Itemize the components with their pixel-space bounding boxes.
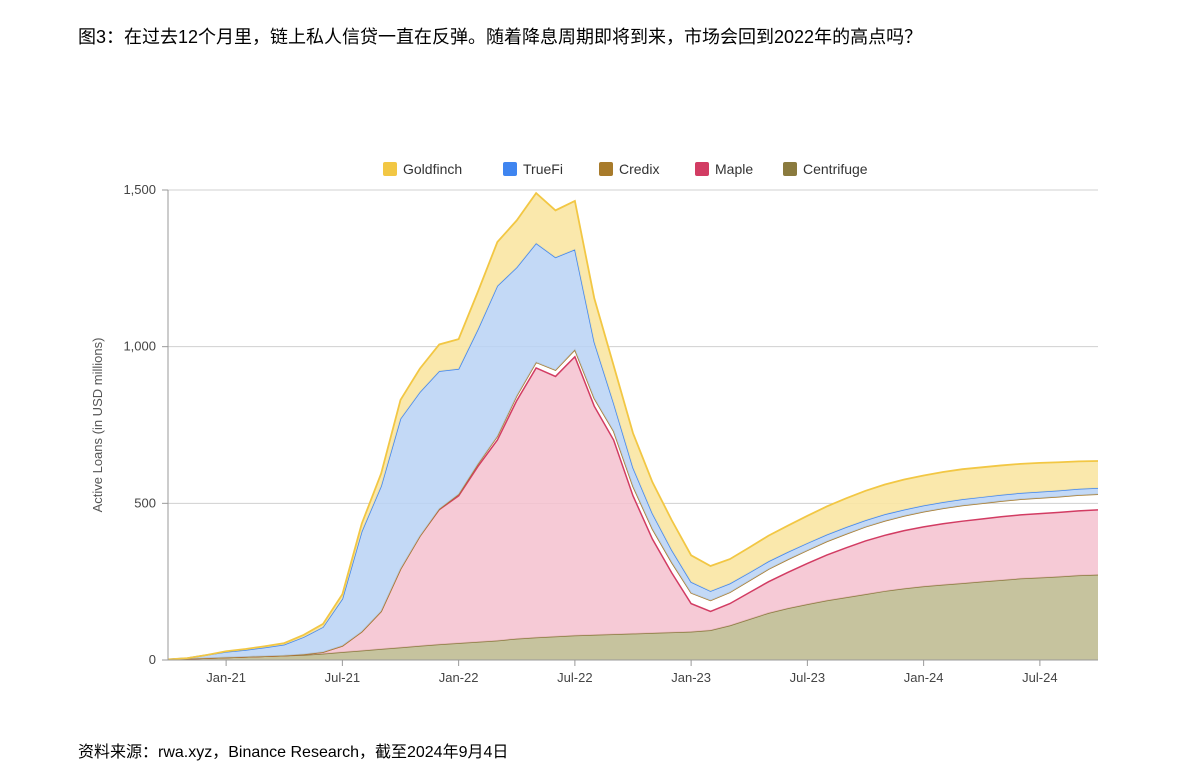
legend-item-goldfinch: Goldfinch — [383, 161, 462, 177]
stacked-area-chart: 0 500 1,000 1,500 Jan-21 Jul-21 Jan-22 Jul-22 Ja… — [78, 150, 1118, 710]
legend-label: Goldfinch — [403, 161, 462, 177]
legend-label: TrueFi — [523, 161, 563, 177]
legend-item-truefi: TrueFi — [503, 161, 563, 177]
legend-label: Credix — [619, 161, 659, 177]
x-tick-label: Jul-24 — [1022, 670, 1057, 685]
x-tick-label: Jul-21 — [325, 670, 360, 685]
x-tick-label: Jan-23 — [671, 670, 711, 685]
y-axis-title: Active Loans (in USD millions) — [90, 338, 105, 513]
x-tick-label: Jul-23 — [790, 670, 825, 685]
y-tick-label: 0 — [149, 652, 156, 667]
x-tick-label: Jul-22 — [557, 670, 592, 685]
legend-label: Centrifuge — [803, 161, 868, 177]
figure-title: 图3：在过去12个月里，链上私人信贷一直在反弹。随着降息周期即将到来，市场会回到… — [78, 24, 1104, 51]
source-caption: 资料来源：rwa.xyz，Binance Research，截至2024年9月4… — [78, 738, 508, 762]
x-tick-label: Jan-22 — [439, 670, 479, 685]
legend: Goldfinch TrueFi Credix Maple Centrifuge — [383, 161, 868, 177]
legend-item-maple: Maple — [695, 161, 753, 177]
y-tick-label: 1,000 — [123, 339, 156, 354]
legend-item-credix: Credix — [599, 161, 659, 177]
y-tick-label: 500 — [134, 495, 156, 510]
x-tick-label: Jan-21 — [206, 670, 246, 685]
legend-label: Maple — [715, 161, 753, 177]
y-tick-label: 1,500 — [123, 182, 156, 197]
legend-item-centrifuge: Centrifuge — [783, 161, 868, 177]
x-tick-label: Jan-24 — [904, 670, 944, 685]
chart-container: 0 500 1,000 1,500 Jan-21 Jul-21 Jan-22 Jul-22 Ja… — [78, 150, 1118, 710]
